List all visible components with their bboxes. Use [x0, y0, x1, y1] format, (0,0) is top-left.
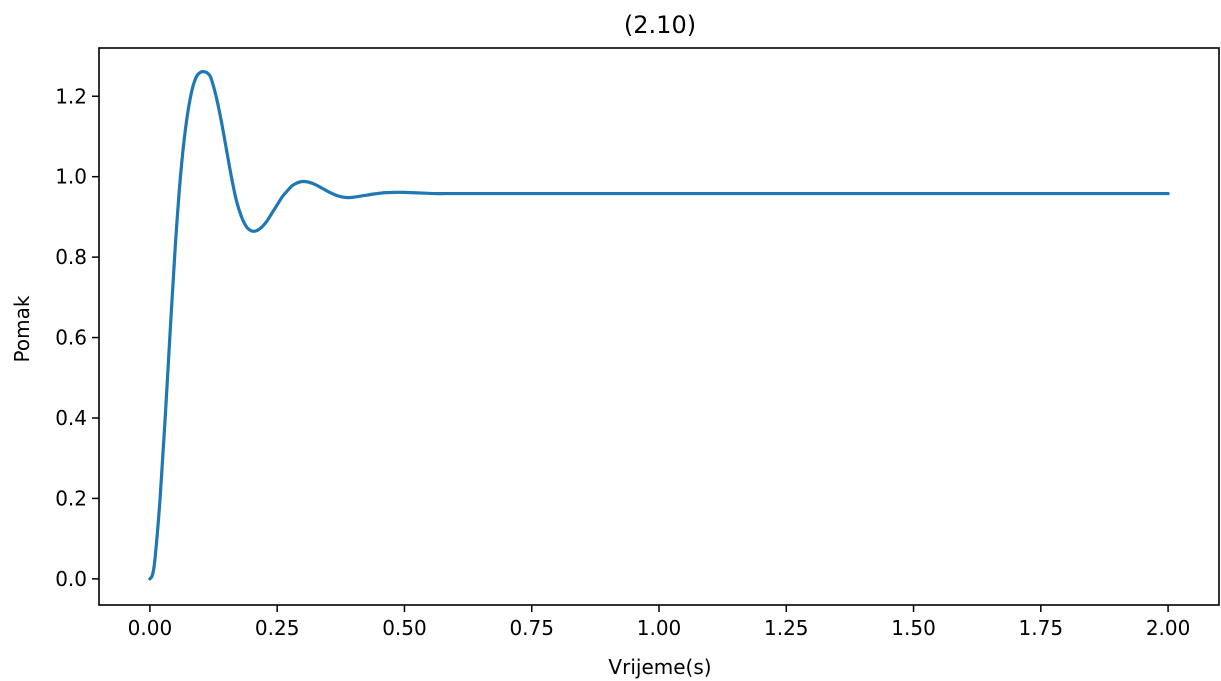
x-tick-label: 0.50 [382, 616, 427, 640]
x-tick-label: 0.75 [509, 616, 554, 640]
x-tick-label: 0.00 [128, 616, 173, 640]
y-tick-label: 0.0 [55, 567, 87, 591]
y-tick-label: 0.2 [55, 486, 87, 510]
y-tick-label: 1.2 [55, 84, 87, 108]
x-tick-label: 1.75 [1019, 616, 1064, 640]
y-tick-label: 0.8 [55, 245, 87, 269]
y-tick-label: 0.6 [55, 326, 87, 350]
series-line [148, 69, 1170, 581]
x-tick-label: 0.25 [255, 616, 300, 640]
x-axis-label: Vrijeme(s) [608, 655, 711, 679]
chart-title: (2.10) [624, 11, 696, 39]
y-axis-label: Pomak [10, 295, 34, 362]
y-axis: 0.0 0.2 0.4 0.6 0.8 1.0 1.2 [55, 84, 99, 591]
x-tick-label: 1.50 [891, 616, 936, 640]
x-tick-label: 2.00 [1146, 616, 1191, 640]
x-tick-label: 1.25 [764, 616, 809, 640]
plot-frame [98, 47, 1220, 606]
y-tick-label: 1.0 [55, 165, 87, 189]
x-axis: 0.00 0.25 0.50 0.75 1.00 1.25 1.50 1.75 2.00 [128, 605, 1191, 640]
y-tick-label: 0.4 [55, 406, 87, 430]
x-tick-label: 1.00 [637, 616, 682, 640]
